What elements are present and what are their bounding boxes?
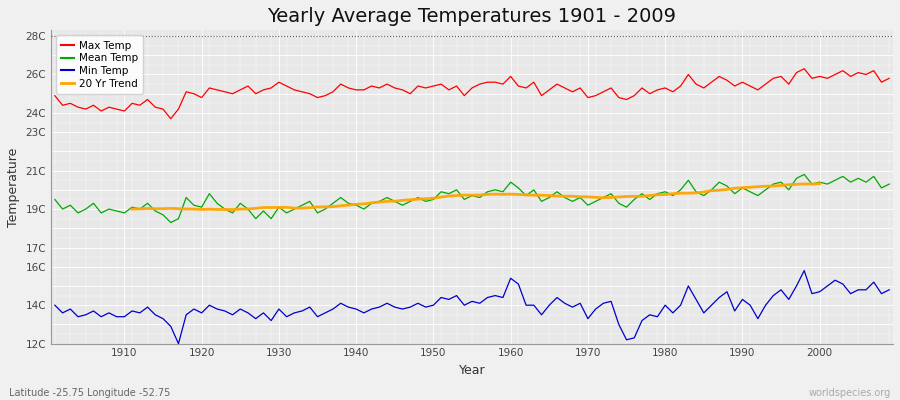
Legend: Max Temp, Mean Temp, Min Temp, 20 Yr Trend: Max Temp, Mean Temp, Min Temp, 20 Yr Tre… [56, 36, 143, 94]
Y-axis label: Temperature: Temperature [7, 147, 20, 227]
X-axis label: Year: Year [459, 364, 485, 377]
Text: worldspecies.org: worldspecies.org [809, 388, 891, 398]
Text: Latitude -25.75 Longitude -52.75: Latitude -25.75 Longitude -52.75 [9, 388, 170, 398]
Title: Yearly Average Temperatures 1901 - 2009: Yearly Average Temperatures 1901 - 2009 [267, 7, 677, 26]
